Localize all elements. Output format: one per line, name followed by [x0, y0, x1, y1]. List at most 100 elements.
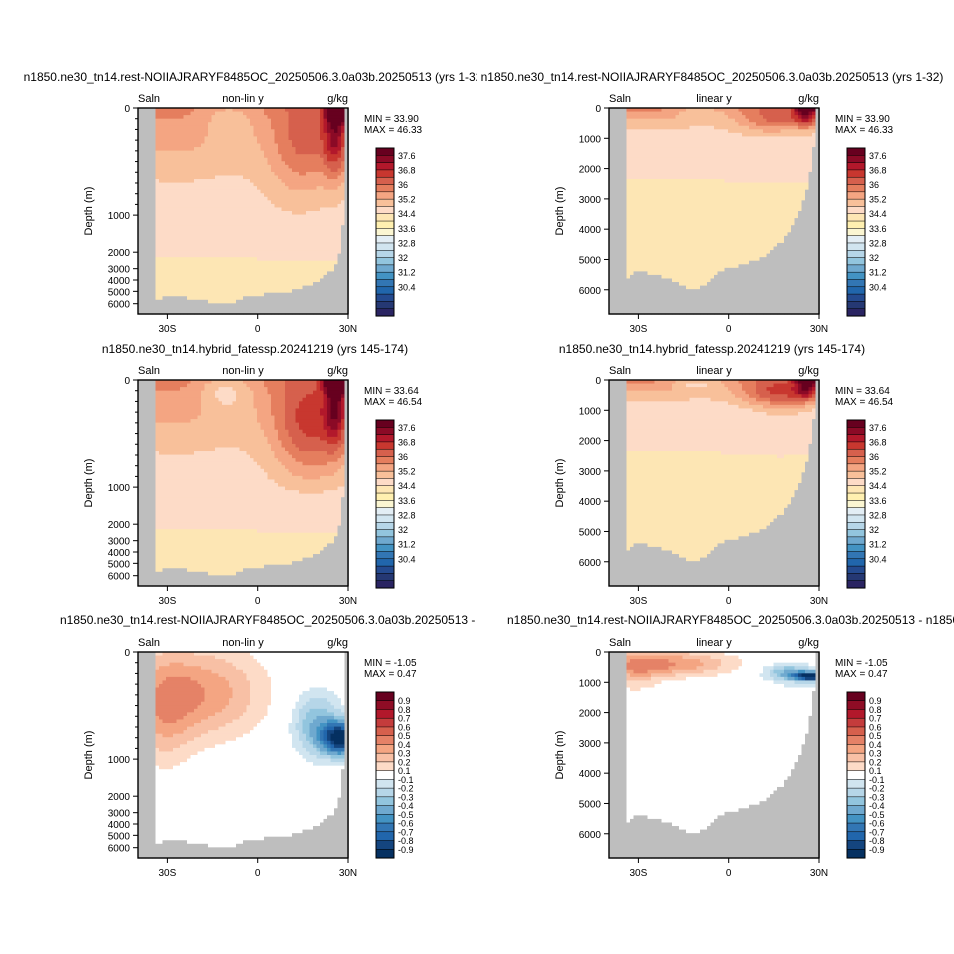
field-cell [197, 193, 202, 198]
field-cell [180, 299, 185, 304]
field-cell [285, 228, 290, 233]
field-cell [166, 239, 171, 244]
field-cell [183, 150, 188, 155]
colorbar-swatch [375, 250, 395, 259]
field-cell [176, 186, 181, 191]
field-cell [197, 278, 202, 283]
field-cell [651, 139, 656, 145]
field-cell [292, 228, 297, 233]
field-cell [633, 171, 638, 177]
field-cell [661, 118, 666, 123]
field-cell [260, 225, 265, 230]
field-cell [267, 111, 272, 116]
field-cell [246, 218, 251, 223]
field-cell [159, 246, 164, 251]
field-cell [229, 129, 234, 134]
field-cell [637, 179, 642, 184]
field-cell [316, 193, 321, 198]
field-cell [682, 111, 687, 116]
field-cell [232, 154, 237, 159]
field-cell [637, 111, 642, 116]
field-cell [271, 239, 276, 244]
field-cell [260, 292, 265, 297]
field-cell [626, 303, 631, 308]
field-cell [274, 239, 279, 244]
field-cell [316, 260, 321, 265]
field-cell [229, 207, 234, 212]
field-cell [201, 214, 206, 219]
field-cell [675, 115, 680, 120]
field-cell [616, 221, 621, 226]
field-cell [668, 264, 673, 269]
field-cell [668, 246, 673, 251]
field-cell [173, 182, 178, 187]
field-cell [208, 150, 213, 155]
field-cell [309, 306, 314, 312]
field-cell [162, 242, 167, 248]
field-cell [323, 253, 328, 258]
field-cell [327, 154, 332, 159]
field-cell [288, 108, 293, 113]
field-cell [661, 211, 666, 216]
field-cell [274, 147, 279, 152]
field-cell [152, 168, 157, 173]
field-cell [239, 214, 244, 219]
field-cell [250, 211, 255, 216]
field-cell [257, 161, 262, 166]
field-cell [623, 228, 628, 233]
field-cell [626, 214, 631, 219]
field-cell [278, 143, 283, 148]
field-cell [686, 239, 691, 244]
field-cell [183, 111, 188, 116]
field-cell [640, 168, 645, 173]
field-cell [201, 271, 206, 276]
colorbar-swatch [375, 176, 395, 186]
field-cell [176, 136, 181, 141]
field-cell [288, 111, 293, 116]
field-cell [155, 136, 160, 141]
field-cell [633, 232, 638, 237]
field-cell [222, 306, 227, 312]
field-cell [211, 139, 216, 145]
field-cell [218, 289, 223, 294]
field-cell [246, 257, 251, 262]
field-cell [672, 136, 677, 141]
field-cell [253, 214, 258, 219]
field-cell [152, 115, 157, 120]
field-cell [630, 225, 635, 230]
field-cell [689, 292, 694, 297]
field-cell [623, 274, 628, 280]
field-cell [630, 179, 635, 184]
field-cell [626, 282, 631, 287]
field-cell [232, 122, 237, 127]
field-cell [176, 278, 181, 283]
field-cell [302, 242, 307, 248]
field-cell [190, 264, 195, 269]
field-cell [166, 282, 171, 287]
field-cell [626, 150, 631, 155]
field-cell [302, 207, 307, 212]
field-cell [194, 221, 199, 226]
field-cell [334, 306, 339, 312]
field-cell [166, 267, 171, 272]
field-cell [313, 235, 318, 241]
field-cell [693, 122, 698, 127]
field-cell [651, 235, 656, 241]
field-cell [281, 235, 286, 241]
field-cell [633, 289, 638, 294]
field-cell [278, 264, 283, 269]
field-cell [246, 132, 251, 138]
field-cell [281, 200, 286, 205]
field-cell [176, 168, 181, 173]
field-cell [616, 132, 621, 138]
field-cell [169, 189, 174, 194]
field-cell [299, 257, 304, 262]
field-cell [309, 207, 314, 212]
field-cell [222, 157, 227, 162]
field-cell [274, 150, 279, 155]
field-cell [194, 253, 199, 258]
field-cell [609, 253, 614, 258]
field-cell [644, 310, 649, 315]
field-cell [637, 196, 642, 201]
field-cell [327, 289, 332, 294]
